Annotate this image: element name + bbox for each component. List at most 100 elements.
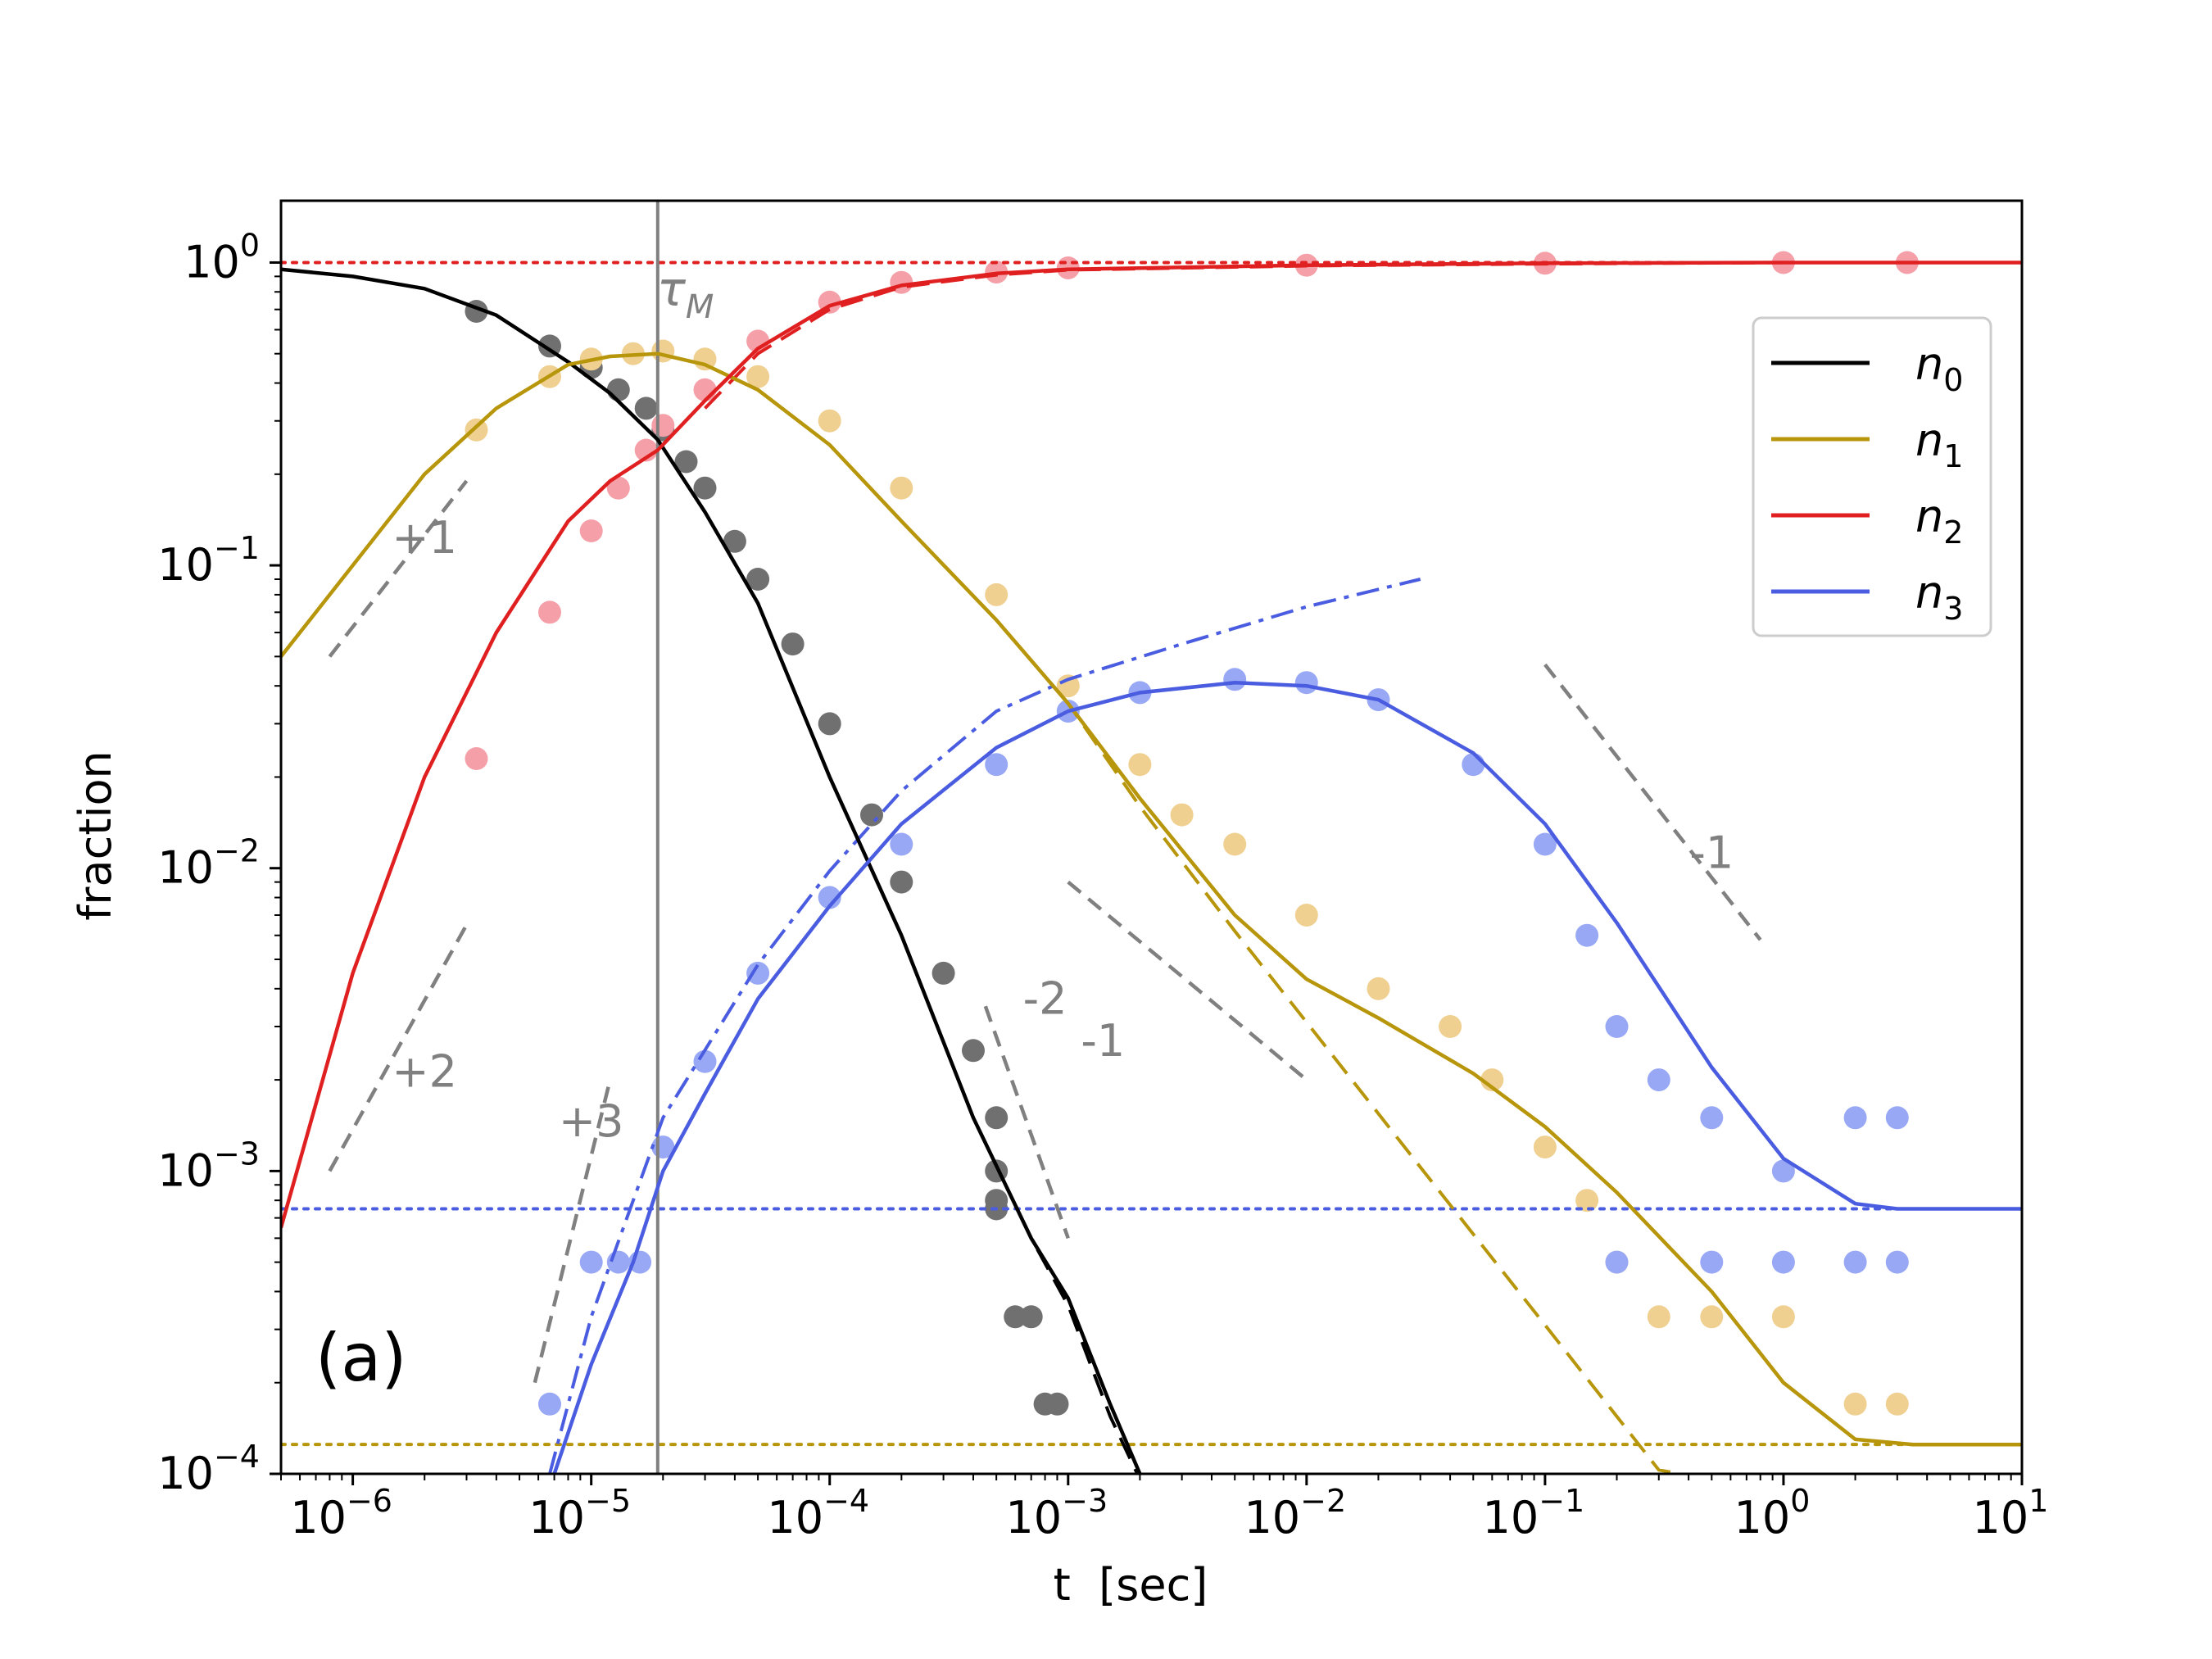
- scatter-point-s3-18: [1605, 1015, 1629, 1038]
- scatter-point-s2-2: [579, 519, 603, 542]
- plot-frame: [279, 199, 2024, 1475]
- scatter-point-s2-5: [651, 414, 675, 437]
- scatter-point-s1-22: [1700, 1305, 1724, 1329]
- scatter-point-s0-20: [1004, 1305, 1027, 1329]
- scatter-point-s3-26: [1771, 1250, 1795, 1274]
- slope-guide-3: [983, 1005, 1070, 1240]
- legend-box: [1752, 316, 1992, 637]
- y-tick-label-1: 10−3: [157, 1135, 260, 1196]
- scatter-point-s0-9: [746, 568, 770, 591]
- scatter-point-s0-21: [1019, 1305, 1043, 1329]
- scatter-point-s3-20: [1700, 1106, 1724, 1130]
- scatter-point-s1-14: [1294, 904, 1318, 927]
- scatter-point-s3-6: [746, 961, 770, 985]
- scatter-point-s3-24: [1605, 1250, 1629, 1274]
- scatter-point-s3-8: [890, 832, 913, 856]
- scatter-point-s1-7: [818, 409, 841, 433]
- series-line-n3: [552, 680, 2022, 1474]
- scatter-point-s3-12: [1223, 668, 1247, 691]
- scatter-point-s0-10: [781, 632, 805, 656]
- scatter-point-s0-16: [985, 1106, 1009, 1130]
- scatter-point-s1-17: [1480, 1068, 1504, 1092]
- scatter-point-s1-13: [1223, 832, 1247, 856]
- scatter-point-s0-3: [606, 378, 630, 401]
- x-tick-label-4: 10−2: [1244, 1483, 1346, 1543]
- scatter-point-s0-13: [890, 870, 913, 894]
- panel-label: (a): [315, 1320, 406, 1396]
- scatter-point-s3-13: [1294, 671, 1318, 695]
- scatter-point-s1-23: [1771, 1305, 1795, 1329]
- scatter-point-s1-6: [746, 365, 770, 388]
- scatter-point-s1-11: [1128, 753, 1152, 777]
- scatter-point-s1-18: [1533, 1135, 1557, 1159]
- slope-guide-0: [328, 479, 469, 658]
- slope-label-1: +2: [392, 1045, 457, 1097]
- scatter-point-s3-28: [1885, 1250, 1909, 1274]
- scatter-point-s0-6: [674, 450, 698, 474]
- scatter-point-s1-0: [465, 418, 488, 442]
- scatter-point-s2-3: [606, 476, 630, 500]
- scatter-point-s1-25: [1885, 1392, 1909, 1416]
- scatter-point-s1-8: [890, 476, 913, 500]
- slope-guide-5: [1543, 663, 1762, 941]
- x-tick-label-2: 10−4: [767, 1483, 869, 1543]
- slope-guide-1: [328, 923, 469, 1172]
- scatter-point-s1-16: [1439, 1015, 1462, 1038]
- legend-label-n1: n1: [1915, 415, 1963, 474]
- x-tick-label-6: 100: [1734, 1483, 1810, 1543]
- slope-label-3: -2: [1023, 973, 1067, 1025]
- slope-label-2: +3: [559, 1095, 624, 1147]
- y-tick-label-0: 10−4: [157, 1439, 260, 1499]
- slope-label-5: -1: [1689, 827, 1734, 879]
- scatter-point-s1-9: [985, 582, 1009, 606]
- legend-label-n3: n3: [1915, 567, 1963, 627]
- scatter-point-s1-21: [1647, 1305, 1670, 1329]
- scatter-point-s3-7: [818, 886, 841, 909]
- scatter-point-s2-0: [465, 747, 488, 770]
- y-tick-label-3: 10−1: [157, 530, 260, 591]
- x-tick-label-7: 101: [1973, 1483, 2049, 1543]
- legend-label-n0: n0: [1915, 338, 1963, 398]
- scatter-point-s3-5: [693, 1049, 717, 1073]
- vline-label: τM: [657, 261, 714, 326]
- y-tick-label-4: 100: [184, 227, 260, 288]
- scatter-point-s0-23: [1045, 1392, 1069, 1416]
- legend: n0 n1 n2 n3: [1752, 316, 1992, 637]
- y-tick-label-2: 10−2: [157, 833, 260, 894]
- scatter-point-s3-16: [1533, 832, 1557, 856]
- x-tick-label-0: 10−6: [290, 1483, 392, 1543]
- scatter-point-s1-12: [1170, 803, 1194, 827]
- scatter-point-s1-4: [651, 339, 675, 363]
- scatter-point-s3-23: [1885, 1106, 1909, 1130]
- scatter-point-s3-27: [1843, 1250, 1867, 1274]
- legend-label-n2: n2: [1915, 491, 1963, 551]
- scatter-point-s3-1: [579, 1250, 603, 1274]
- scatter-point-s3-0: [538, 1392, 561, 1416]
- scatter-point-s3-25: [1700, 1250, 1724, 1274]
- scatter-point-s1-10: [1056, 674, 1080, 698]
- scatter-point-s1-15: [1367, 977, 1390, 1000]
- slope-label-4: -1: [1081, 1015, 1125, 1067]
- scatter-point-s0-8: [723, 529, 746, 553]
- scatter-point-s0-11: [818, 712, 841, 736]
- scatter-point-s3-22: [1843, 1106, 1867, 1130]
- scatter-point-s0-15: [962, 1039, 985, 1063]
- scatter-point-s0-4: [634, 397, 658, 420]
- slope-label-0: +1: [392, 512, 457, 564]
- scatter-point-s3-21: [1771, 1159, 1795, 1183]
- scatter-point-s1-24: [1843, 1392, 1867, 1416]
- series-line-n1: [281, 351, 2022, 1447]
- y-axis-label: fraction: [70, 750, 121, 920]
- scatter-point-s2-1: [538, 601, 561, 624]
- scatter-point-s0-12: [860, 803, 883, 827]
- series-line-n2: [281, 261, 2022, 1229]
- x-axis-label: t [sec]: [1054, 1559, 1208, 1611]
- scatter-point-s0-7: [693, 476, 717, 500]
- scatter-point-s3-2: [606, 1250, 630, 1274]
- x-tick-label-3: 10−3: [1005, 1483, 1108, 1543]
- scatter-point-s1-19: [1575, 1189, 1599, 1213]
- scatter-point-s0-14: [931, 961, 955, 985]
- series-line-n0: [281, 267, 1142, 1474]
